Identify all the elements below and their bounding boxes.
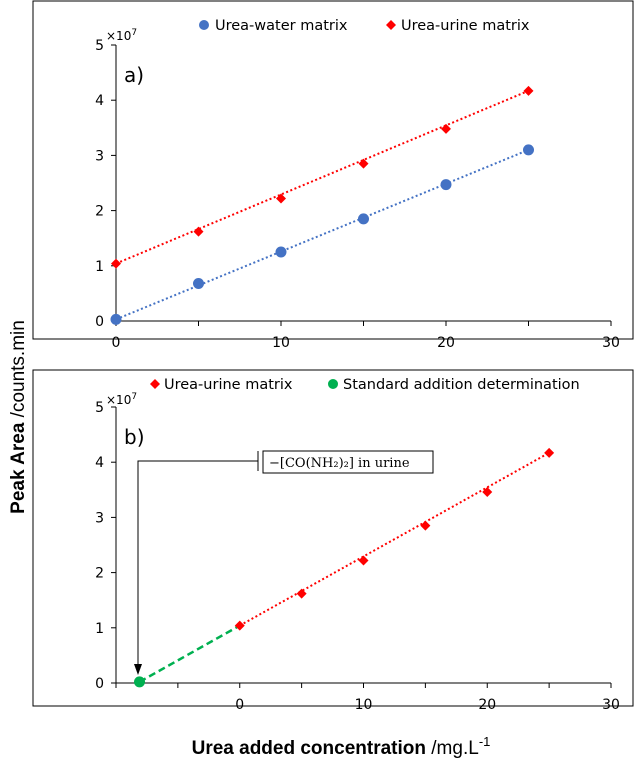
- y-tick-label: 3: [95, 510, 104, 526]
- y-tick-label: 1: [95, 259, 104, 275]
- y-tick-label: 4: [95, 93, 104, 109]
- legend-standard-addition-marker: [328, 379, 338, 389]
- annotation: −[CO(NH₂)₂] in urine: [134, 450, 434, 675]
- legend-urea-urine-label: Urea-urine matrix: [401, 18, 530, 34]
- urea-urine-matrix-point: [234, 620, 245, 631]
- x-tick-label: 20: [478, 697, 496, 713]
- panel-b: 0 1 2 3 4 5 0 10 20 30 b) ×107 Urea-urine matrix …: [32, 369, 634, 713]
- legend-urea-water-marker: [199, 20, 209, 30]
- urea-urine-matrix-point: [420, 520, 431, 531]
- urea-water-matrix-point: [193, 277, 204, 289]
- legend-urea-urine-marker: [386, 20, 396, 30]
- annotation-arrow-line: [137, 460, 258, 673]
- x-tick-label: 30: [602, 697, 620, 713]
- trendline: [239, 451, 550, 627]
- y-tick-label: 2: [95, 204, 104, 220]
- panel-a: 0 1 2 3 4 5 0 10 20 30 a) ×107 Urea-water matrix …: [32, 0, 634, 351]
- legend-urea-water-label: Urea-water matrix: [215, 18, 348, 34]
- y-tick-label: 5: [95, 38, 104, 54]
- urea-urine-matrix-point: [358, 158, 369, 169]
- trendline: [115, 148, 529, 321]
- panel-b-legend: Urea-urine matrix Standard addition dete…: [150, 377, 580, 393]
- urea-water-matrix-point: [110, 313, 122, 325]
- urea-urine-matrix-point: [296, 588, 307, 599]
- legend-b-urea-urine-label: Urea-urine matrix: [164, 377, 293, 393]
- x-tick-label: 0: [235, 697, 244, 713]
- annotation-arrowhead: [134, 664, 142, 675]
- annotation-box: [262, 450, 434, 474]
- panel-a-frame: [32, 0, 634, 340]
- urea-water-matrix-point: [275, 246, 287, 258]
- trendline: [138, 624, 241, 683]
- y-axis-title: Peak Area /counts.min: [8, 320, 29, 514]
- y-tick-label: 4: [95, 455, 104, 471]
- urea-urine-matrix-point: [358, 555, 369, 566]
- panel-a-label: a): [124, 63, 144, 87]
- urea-water-matrix-point: [523, 144, 534, 156]
- x-tick-label: 10: [272, 335, 290, 351]
- panel-b-frame: [32, 369, 634, 707]
- annotation-text: −[CO(NH₂)₂] in urine: [269, 456, 410, 471]
- urea-water-matrix-point: [440, 179, 452, 191]
- legend-standard-addition-label: Standard addition determination: [343, 377, 580, 393]
- y-tick-label: 5: [95, 400, 104, 416]
- y-tick-label: 3: [95, 148, 104, 164]
- plot-b-area: 0 1 2 3 4 5 0 10 20 30: [95, 400, 620, 713]
- urea-urine-matrix-point: [544, 447, 555, 458]
- y-tick-label: 0: [95, 676, 104, 692]
- panel-b-label: b): [124, 425, 145, 449]
- panel-b-multiplier: ×107: [106, 392, 137, 407]
- y-tick-label: 0: [95, 314, 104, 330]
- urea-urine-matrix-point: [276, 193, 286, 204]
- plot-a-area: 0 1 2 3 4 5 0 10 20 30: [95, 38, 620, 351]
- x-tick-label: 0: [112, 335, 121, 351]
- x-tick-label: 10: [355, 697, 373, 713]
- x-axis-title: Urea added concentration /mg.L-1: [192, 734, 491, 759]
- panel-a-legend: Urea-water matrix Urea-urine matrix: [199, 18, 530, 34]
- y-tick-label: 1: [95, 621, 104, 637]
- urea-urine-matrix-point: [111, 258, 121, 269]
- urea-urine-matrix-point: [193, 226, 204, 237]
- trendline: [115, 89, 529, 265]
- urea-urine-matrix-point: [482, 487, 493, 498]
- urea-urine-matrix-point: [441, 123, 451, 134]
- x-tick-label: 20: [437, 335, 455, 351]
- panel-a-multiplier: ×107: [106, 28, 137, 43]
- standard-addition-determination-point: [134, 676, 146, 688]
- y-tick-label: 2: [95, 566, 104, 582]
- urea-urine-matrix-point: [523, 85, 534, 96]
- legend-b-urea-urine-marker: [150, 379, 160, 389]
- x-tick-label: 30: [602, 335, 620, 351]
- urea-water-matrix-point: [358, 213, 369, 225]
